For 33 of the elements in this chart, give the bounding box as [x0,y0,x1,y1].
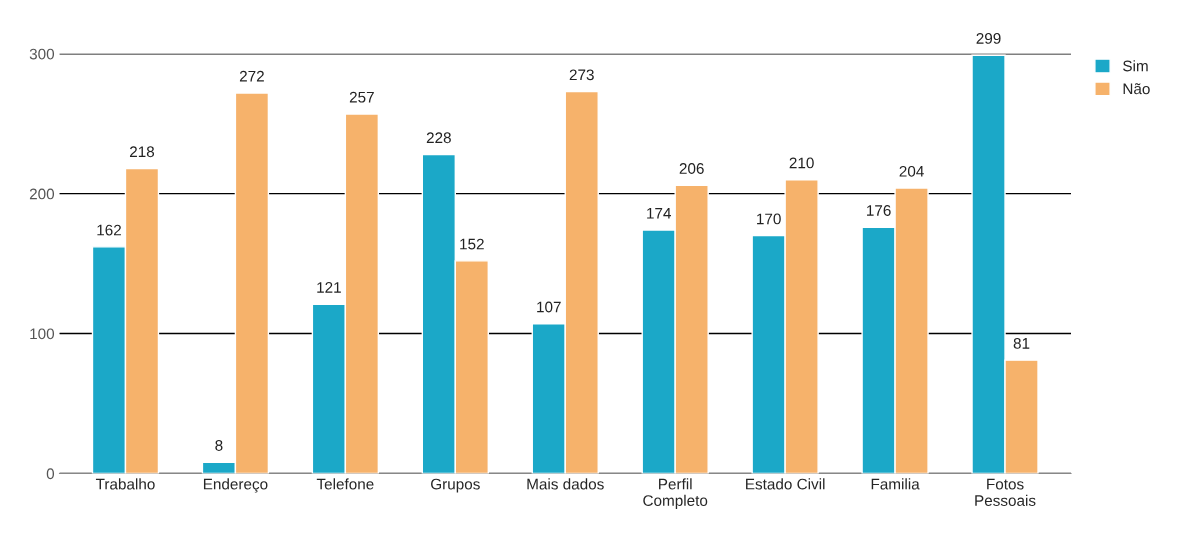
data-label: 204 [899,165,924,177]
x-tick-label: Perfil Completo [643,478,708,509]
data-label: 228 [426,132,451,144]
data-label: 174 [647,208,671,219]
legend-label: Não [1123,83,1150,95]
data-label: 81 [1013,337,1030,349]
x-tick-label: Grupos [431,478,480,493]
data-label: 107 [537,301,561,313]
data-label: 210 [789,157,814,169]
data-label: 8 [215,440,223,451]
x-tick-label: Telefone [316,478,374,490]
data-label: 218 [129,146,155,158]
data-label: 206 [679,163,704,174]
x-tick-label: Fotos Pessoais [975,478,1036,506]
data-label: 299 [976,33,1001,44]
data-label: 257 [349,91,374,103]
x-tick-label: Mais dados [527,478,604,490]
x-tick-label: Endereço [203,478,268,493]
x-tick-label: Trabalho [95,478,155,490]
data-label: 273 [569,69,594,81]
y-tick-label: 0 [46,468,55,480]
data-label: 170 [757,213,781,225]
x-tick-label: Familia [871,478,920,490]
y-tick-label: 300 [29,48,55,60]
x-tick-label: Estado Civil [746,478,825,490]
y-tick-label: 100 [30,328,55,340]
data-label: 121 [317,282,341,293]
data-label: 176 [867,205,891,216]
data-label: 152 [460,238,484,250]
y-tick-label: 200 [29,188,55,200]
legend-label: Sim [1123,60,1148,72]
data-label: 162 [97,224,121,236]
data-label: 272 [239,70,264,82]
